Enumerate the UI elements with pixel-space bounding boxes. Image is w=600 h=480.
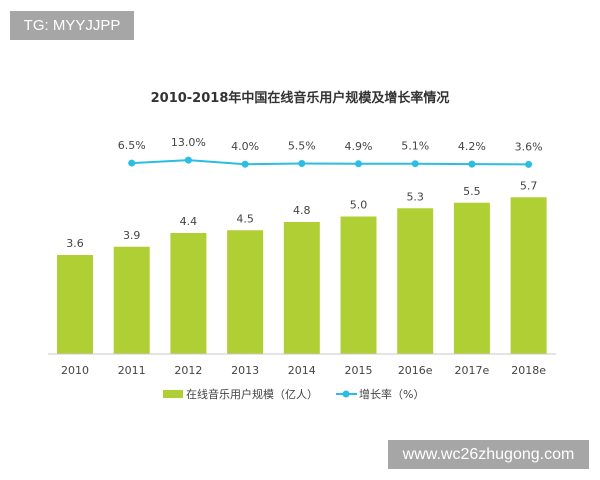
bar-2013	[227, 230, 264, 354]
x-tick-2013: 2013	[231, 364, 259, 377]
growth-label-2012: 13.0%	[171, 136, 206, 149]
bar-2018e	[510, 197, 547, 354]
x-tick-2010: 2010	[61, 364, 89, 377]
growth-label-2011: 6.5%	[118, 139, 146, 152]
watermark-top-left: TG: MYYJJPP	[10, 11, 134, 40]
x-tick-2012: 2012	[174, 364, 202, 377]
x-tick-2014: 2014	[288, 364, 316, 377]
bar-2014	[283, 222, 320, 354]
x-tick-2018e: 2018e	[511, 364, 546, 377]
growth-point-2017e	[468, 160, 476, 168]
bar-2010	[57, 255, 93, 354]
growth-label-2017e: 4.2%	[458, 140, 486, 153]
x-tick-2011: 2011	[118, 364, 146, 377]
watermark-bottom-right: www.wc26zhugong.com	[388, 440, 589, 469]
growth-point-2014	[298, 160, 306, 168]
growth-point-2015	[355, 160, 362, 168]
bar-label-2011: 3.9	[123, 229, 141, 242]
growth-point-2012	[184, 156, 192, 164]
legend-line-label: 增长率（%）	[359, 387, 424, 401]
chart-title: 2010-2018年中国在线音乐用户规模及增长率情况	[151, 90, 450, 106]
bar-2011	[113, 246, 150, 354]
bar-label-2017e: 5.5	[463, 185, 481, 198]
growth-label-2014: 5.5%	[288, 140, 316, 153]
growth-point-2018e	[525, 160, 533, 168]
growth-rate-line	[131, 159, 529, 166]
bar-label-2012: 4.4	[180, 215, 198, 228]
legend-bar-swatch	[163, 390, 183, 398]
growth-point-2013	[241, 160, 249, 168]
growth-point-2016e	[411, 160, 419, 168]
bar-label-2014: 4.8	[293, 204, 311, 217]
bar-2015	[340, 216, 377, 354]
x-tick-2017e: 2017e	[455, 364, 490, 377]
legend: 在线音乐用户规模（亿人） 增长率（%）	[163, 387, 424, 401]
bar-label-2013: 4.5	[236, 212, 254, 225]
x-tick-2015: 2015	[345, 364, 373, 377]
bar-label-2016e: 5.3	[406, 190, 424, 203]
growth-point-2011	[128, 159, 136, 167]
growth-label-2013: 4.0%	[231, 140, 259, 153]
growth-label-2016e: 5.1%	[401, 140, 429, 153]
x-tick-2016e: 2016e	[398, 364, 433, 377]
bar-2017e	[453, 202, 490, 354]
bar-label-2018e: 5.7	[520, 179, 538, 192]
bar-label-2015: 5.0	[350, 199, 368, 212]
bar-2012	[170, 233, 207, 354]
growth-label-2018e: 3.6%	[515, 140, 543, 153]
bar-label-2010: 3.6	[66, 237, 84, 250]
legend-bar-label: 在线音乐用户规模（亿人）	[186, 387, 318, 401]
bar-2016e	[397, 208, 434, 354]
growth-label-2015: 4.9%	[345, 140, 373, 153]
legend-line-marker	[342, 390, 350, 398]
